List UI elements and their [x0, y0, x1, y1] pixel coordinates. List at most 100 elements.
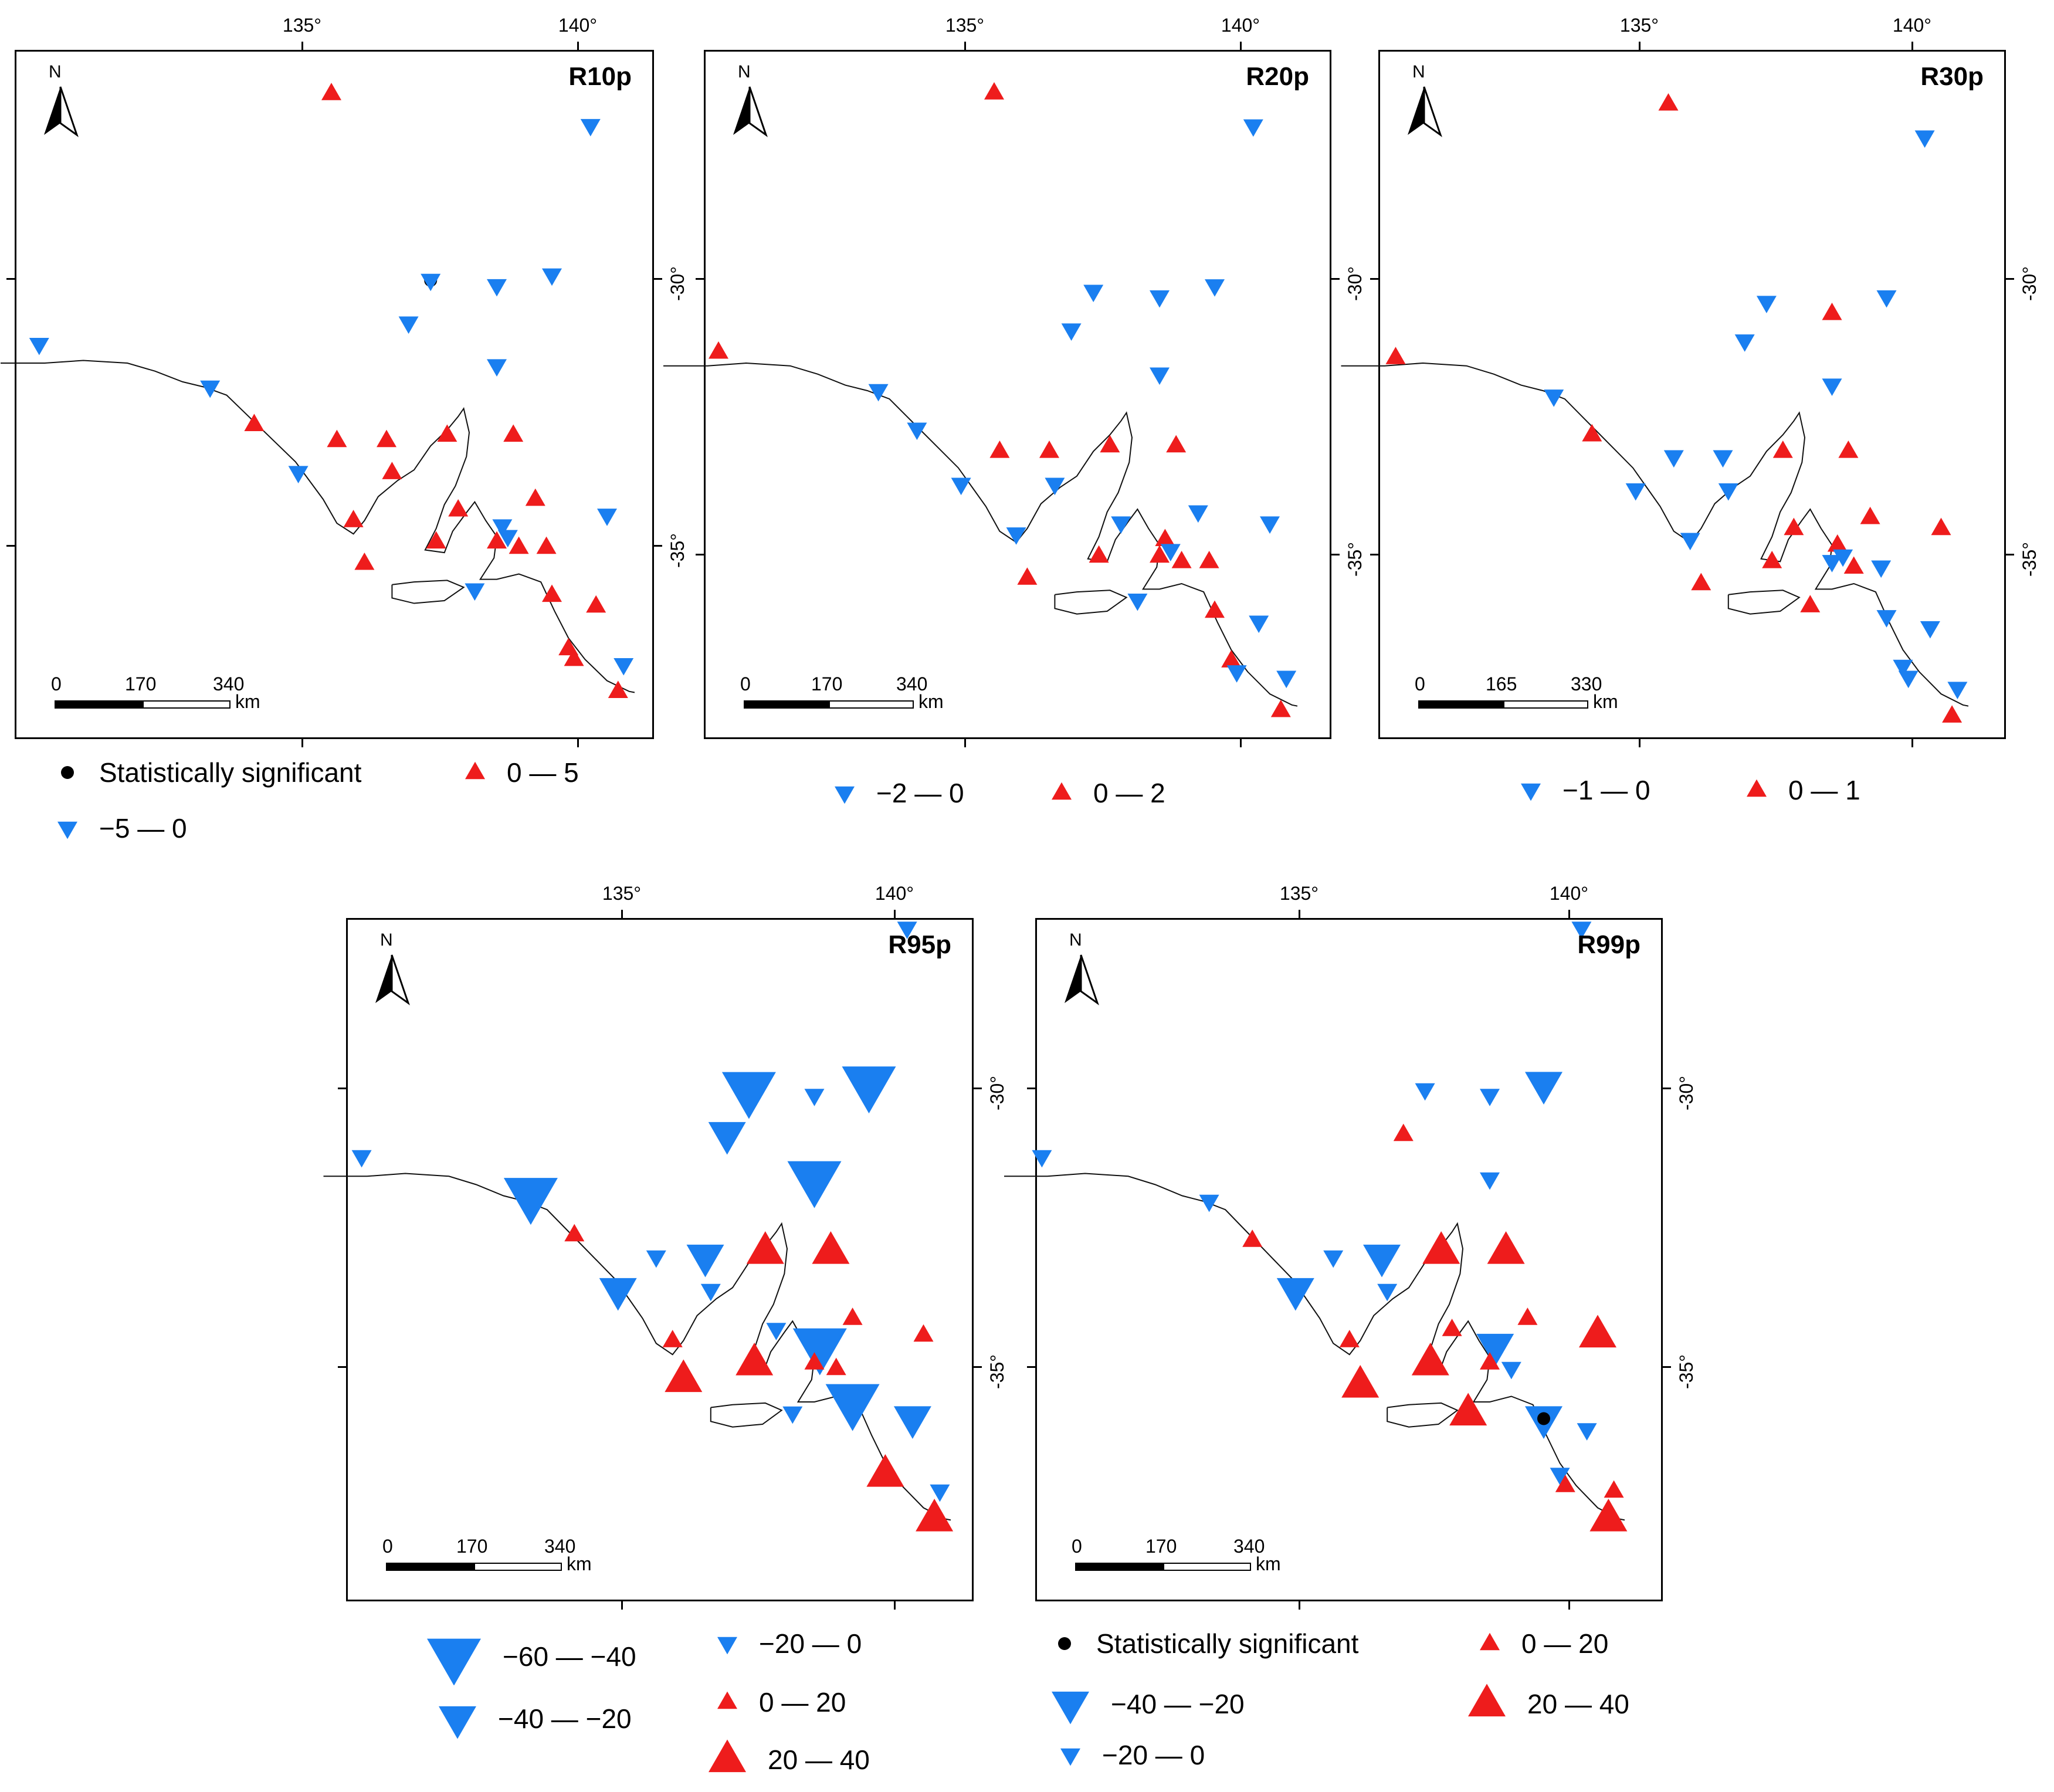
coastline	[323, 1173, 951, 1521]
station-marker	[1571, 922, 1592, 939]
station-marker	[487, 359, 507, 377]
scale-unit: km	[235, 691, 260, 712]
station-marker	[1323, 1250, 1344, 1268]
station-marker	[1249, 615, 1269, 634]
panel-title: R20p	[1246, 62, 1309, 91]
station-marker	[1221, 650, 1242, 668]
station-marker	[897, 922, 917, 939]
longitude-tick	[621, 1601, 623, 1610]
station-marker	[1442, 1319, 1462, 1336]
scale-bar: 0 170 340 km	[1072, 1536, 1310, 1577]
scale-label: 170	[811, 673, 843, 695]
legend-symbol	[1052, 1691, 1089, 1725]
legend-label: −20 — 0	[759, 1628, 862, 1659]
station-marker	[1341, 1364, 1379, 1398]
legend-symbol	[717, 1637, 737, 1655]
station-marker	[614, 658, 634, 676]
legend-marker	[465, 761, 485, 780]
station-marker	[1377, 1283, 1398, 1302]
station-marker	[709, 341, 728, 359]
latitude-tick	[1331, 554, 1340, 555]
station-marker	[398, 316, 419, 334]
latitude-label: -30°	[987, 1075, 1008, 1110]
longitude-tick	[1639, 42, 1641, 50]
station-marker	[1942, 705, 1963, 723]
station-marker	[1544, 389, 1564, 407]
legend-symbol	[427, 1638, 481, 1685]
station-marker	[542, 268, 562, 286]
station-marker	[503, 1178, 558, 1225]
legend-label: Statistically significant	[99, 757, 362, 788]
station-marker	[1006, 527, 1026, 545]
station-marker	[377, 429, 396, 448]
scale-bar: 0 170 340 km	[382, 1536, 621, 1577]
longitude-tick	[577, 739, 579, 747]
station-marker	[1756, 296, 1777, 313]
latitude-tick	[6, 278, 15, 280]
legend-item: 20 — 40	[707, 1739, 870, 1780]
station-marker	[1718, 483, 1738, 501]
legend-marker	[1060, 1748, 1080, 1766]
station-marker	[1525, 1072, 1562, 1105]
station-marker	[1160, 544, 1181, 561]
legend-label: −40 — −20	[498, 1703, 632, 1734]
station-marker	[1838, 441, 1859, 458]
longitude-label: 135°	[945, 15, 985, 36]
legend-marker	[835, 786, 855, 804]
latitude-tick	[2006, 554, 2014, 555]
station-marker	[1385, 347, 1406, 364]
station-marker	[1550, 1468, 1570, 1485]
kangaroo-island-outline	[391, 580, 465, 604]
scale-bar: 0 170 340 km	[51, 673, 289, 714]
station-marker	[1260, 516, 1280, 534]
latitude-tick	[1663, 1366, 1671, 1368]
station-marker	[1270, 699, 1291, 717]
legend-item: 0 — 20	[716, 1686, 846, 1718]
legend-item: Statistically significant	[56, 757, 361, 788]
legend-label: −20 — 0	[1102, 1740, 1205, 1770]
legend-item: 0 — 2	[1050, 777, 1165, 809]
latitude-label: -35°	[667, 533, 688, 568]
station-marker	[525, 488, 545, 506]
legend-marker	[1052, 782, 1072, 800]
station-marker	[599, 1278, 637, 1311]
longitude-tick	[1299, 910, 1300, 918]
north-label: N	[1069, 930, 1082, 950]
station-marker	[1363, 1244, 1401, 1278]
panel-title: R30p	[1920, 62, 1984, 91]
legend-label: 0 — 1	[1788, 775, 1860, 805]
station-marker	[792, 1328, 847, 1376]
station-marker	[721, 1072, 776, 1119]
legend-label: −40 — −20	[1111, 1689, 1245, 1719]
station-marker	[1415, 1083, 1435, 1101]
legend-label: Statistically significant	[1096, 1628, 1359, 1659]
station-marker	[893, 1406, 931, 1439]
scale-label: 340	[544, 1536, 576, 1557]
legend-marker	[709, 1739, 746, 1773]
latitude-label: -30°	[1676, 1075, 1697, 1110]
legend-label: 0 — 20	[1521, 1628, 1609, 1659]
scale-label: 340	[1233, 1536, 1265, 1557]
legend-item: 0 — 1	[1745, 774, 1860, 806]
station-marker	[421, 273, 441, 292]
latitude-tick	[696, 554, 704, 555]
legend-marker	[57, 821, 77, 839]
station-marker	[354, 552, 375, 570]
station-marker	[984, 82, 1004, 100]
latitude-tick	[1027, 1088, 1035, 1089]
scale-bar: 0 165 330 km	[1415, 673, 1647, 714]
scale-unit: km	[918, 691, 944, 712]
station-marker	[782, 1406, 803, 1424]
map-canvas	[1341, 93, 1969, 723]
station-marker	[564, 1224, 585, 1242]
station-marker	[1800, 595, 1821, 612]
legend-marker	[717, 1637, 737, 1655]
station-marker	[1579, 1315, 1616, 1348]
station-marker	[487, 531, 507, 549]
scale-label: 340	[213, 673, 245, 695]
latitude-tick	[1370, 278, 1378, 280]
legend-marker	[1747, 779, 1767, 797]
station-marker	[351, 1150, 372, 1168]
longitude-tick	[621, 910, 623, 918]
station-marker	[1762, 551, 1782, 568]
